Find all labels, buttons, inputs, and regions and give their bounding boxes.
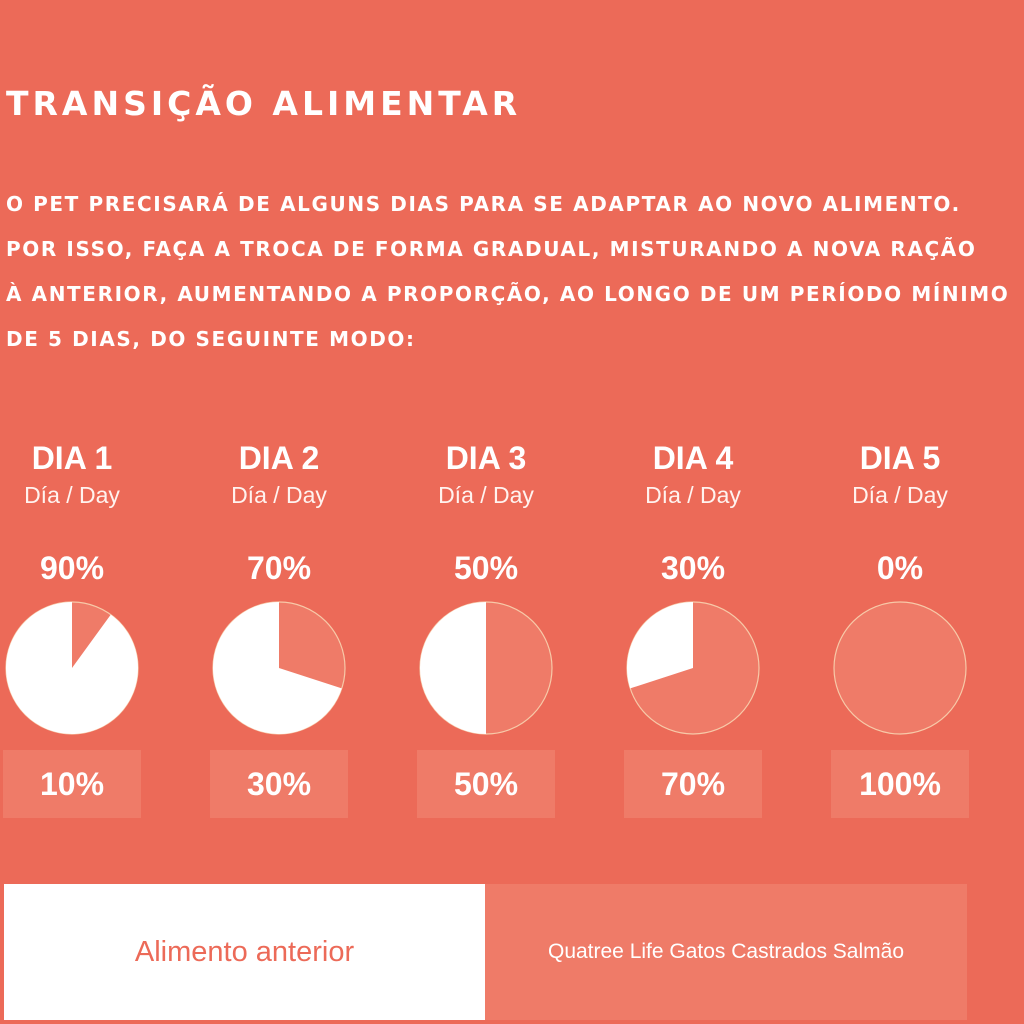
pie-svg bbox=[626, 601, 760, 735]
old-food-percent: 50% bbox=[453, 550, 519, 586]
day-sublabel: Día / Day bbox=[852, 482, 948, 508]
proportion-pie bbox=[211, 600, 347, 736]
day-5-column: DIA 5 Día / Day 0% 100% bbox=[830, 0, 970, 830]
proportion-pie bbox=[418, 600, 554, 736]
legend-new-food: Quatree Life Gatos Castrados Salmão bbox=[485, 884, 967, 1020]
legend-old-food: Alimento anterior bbox=[4, 884, 485, 1020]
intro-line: POR ISSO, FAÇA A TROCA DE FORMA GRADUAL,… bbox=[6, 237, 977, 261]
proportion-pie bbox=[625, 600, 761, 736]
legend-old-food-label: Alimento anterior bbox=[134, 935, 355, 968]
intro-line: À ANTERIOR, AUMENTANDO A PROPORÇÃO, AO L… bbox=[6, 282, 1010, 306]
intro-line: DE 5 DIAS, DO SEGUINTE MODO: bbox=[6, 327, 416, 351]
old-food-percent: 30% bbox=[660, 550, 726, 586]
pie-slice-new-food bbox=[833, 601, 967, 735]
proportion-pie bbox=[4, 600, 140, 736]
day-2-column: DIA 2 Día / Day 70% 30% bbox=[209, 0, 349, 830]
old-food-percent: 0% bbox=[876, 550, 924, 586]
pie-slice-old-food bbox=[420, 602, 486, 734]
pie-svg bbox=[212, 601, 346, 735]
new-food-percent: 50% bbox=[417, 750, 555, 818]
day-label: DIA 4 bbox=[652, 440, 734, 476]
new-food-percent: 30% bbox=[210, 750, 348, 818]
day-4-column: DIA 4 Día / Day 30% 70% bbox=[623, 0, 763, 830]
day-label: DIA 3 bbox=[445, 440, 527, 476]
intro-text: O PET PRECISARÁ DE ALGUNS DIAS PARA SE A… bbox=[6, 182, 1024, 362]
legend-new-food-label: Quatree Life Gatos Castrados Salmão bbox=[547, 940, 904, 963]
day-3-column: DIA 3 Día / Day 50% 50% bbox=[416, 0, 556, 830]
new-food-percent: 10% bbox=[3, 750, 141, 818]
day-sublabel: Día / Day bbox=[438, 482, 534, 508]
proportion-pie bbox=[832, 600, 968, 736]
day-label: DIA 5 bbox=[859, 440, 941, 476]
day-label: DIA 2 bbox=[238, 440, 320, 476]
new-food-percent: 70% bbox=[624, 750, 762, 818]
pie-svg bbox=[5, 601, 139, 735]
day-sublabel: Día / Day bbox=[24, 482, 120, 508]
pie-svg bbox=[419, 601, 553, 735]
old-food-percent: 90% bbox=[39, 550, 105, 586]
pie-slice-old-food bbox=[213, 602, 342, 734]
old-food-percent: 70% bbox=[246, 550, 312, 586]
pie-slice-old-food bbox=[6, 602, 139, 734]
day-sublabel: Día / Day bbox=[231, 482, 327, 508]
pie-slice-old-food bbox=[626, 602, 693, 689]
day-1-column: DIA 1 Día / Day 90% 10% bbox=[2, 0, 142, 830]
new-food-percent: 100% bbox=[831, 750, 969, 818]
pie-svg bbox=[833, 601, 967, 735]
intro-line: O PET PRECISARÁ DE ALGUNS DIAS PARA SE A… bbox=[6, 192, 961, 216]
day-label: DIA 1 bbox=[31, 440, 113, 476]
day-sublabel: Día / Day bbox=[645, 482, 741, 508]
page-title: TRANSIÇÃO ALIMENTAR bbox=[6, 84, 522, 123]
